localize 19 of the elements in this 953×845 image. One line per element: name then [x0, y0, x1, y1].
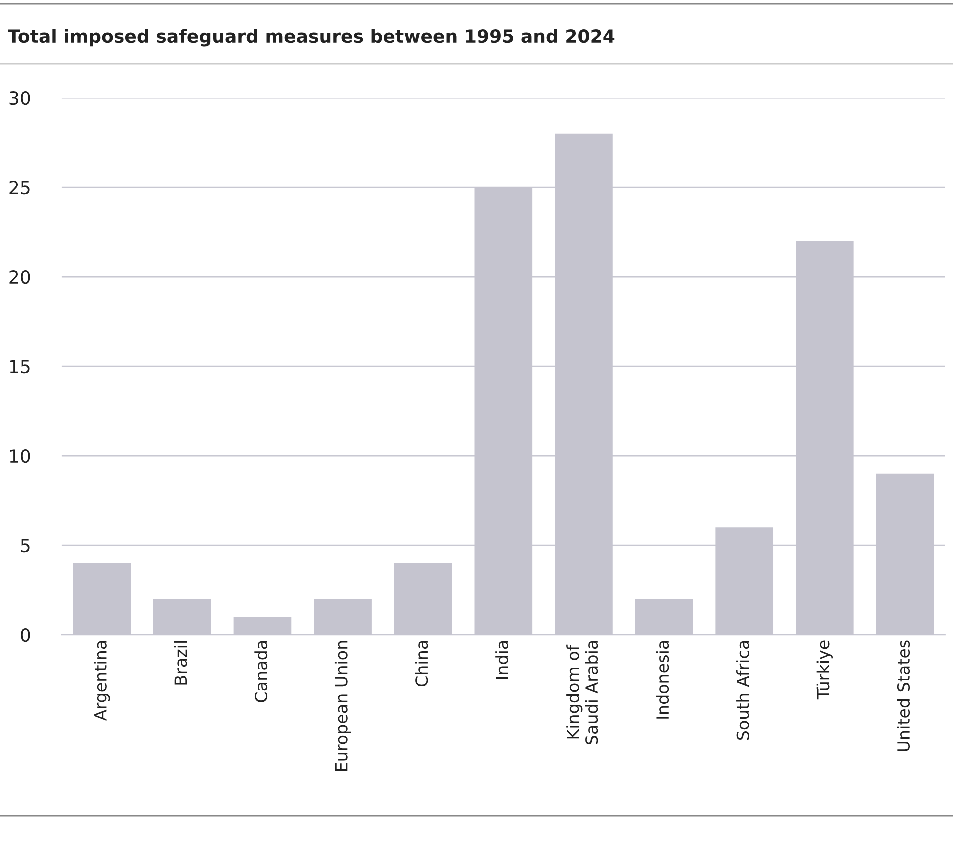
- chart-title: Total imposed safeguard measures between 1995 and 2024: [8, 29, 615, 47]
- x-tick-label: Kingdom of Saudi Arabia: [566, 641, 598, 745]
- x-tick-label: Canada: [254, 641, 268, 702]
- x-tick-label: India: [496, 641, 508, 680]
- x-tick-label: Indonesia: [656, 641, 670, 719]
- y-tick-label: 0: [21, 628, 30, 642]
- y-tick-label: 20: [10, 270, 30, 284]
- y-tick-label: 25: [10, 180, 30, 195]
- x-tick-label: South Africa: [736, 641, 750, 740]
- y-tick-label: 5: [21, 539, 30, 553]
- x-tick-label: European Union: [334, 641, 352, 772]
- y-tick-label: 15: [10, 360, 30, 374]
- y-tick-label: 30: [10, 91, 30, 106]
- x-tick-label: United States: [897, 640, 910, 752]
- y-tick-label: 10: [10, 449, 30, 464]
- x-tick-label: Brazil: [174, 641, 188, 685]
- x-tick-label: Argentina: [94, 641, 110, 722]
- x-tick-label: Türkiye: [816, 640, 833, 700]
- x-tick-label: China: [415, 641, 428, 687]
